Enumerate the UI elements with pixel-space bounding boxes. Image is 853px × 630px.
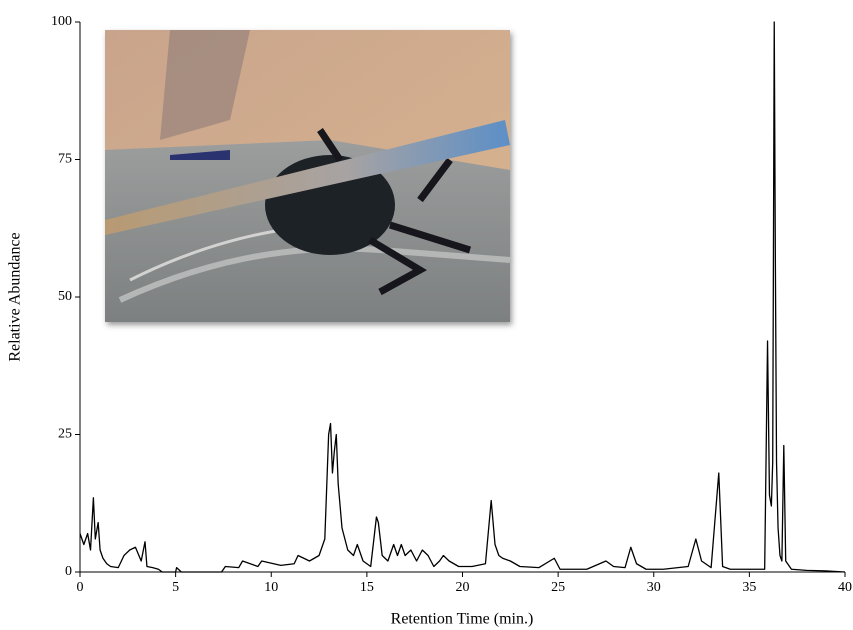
y-axis-title: Relative Abundance xyxy=(7,232,24,361)
x-tick-label: 15 xyxy=(360,580,374,595)
inset-photo xyxy=(105,30,510,322)
y-tick-label: 75 xyxy=(58,152,72,167)
x-tick-label: 25 xyxy=(551,580,565,595)
x-tick-label: 35 xyxy=(742,580,756,595)
x-tick-label: 10 xyxy=(264,580,278,595)
y-tick-label: 50 xyxy=(58,289,72,304)
x-axis-title: Retention Time (min.) xyxy=(391,611,534,628)
x-tick-label: 40 xyxy=(838,580,852,595)
chart: Retention Time (min.) Relative Abundance… xyxy=(0,0,853,630)
x-tick-label: 20 xyxy=(456,580,470,595)
x-tick-label: 30 xyxy=(647,580,661,595)
x-tick-label: 5 xyxy=(172,580,179,595)
x-tick-label: 0 xyxy=(77,580,84,595)
y-tick-label: 100 xyxy=(51,14,72,29)
y-tick-label: 0 xyxy=(65,564,72,579)
y-tick-label: 25 xyxy=(58,427,72,442)
